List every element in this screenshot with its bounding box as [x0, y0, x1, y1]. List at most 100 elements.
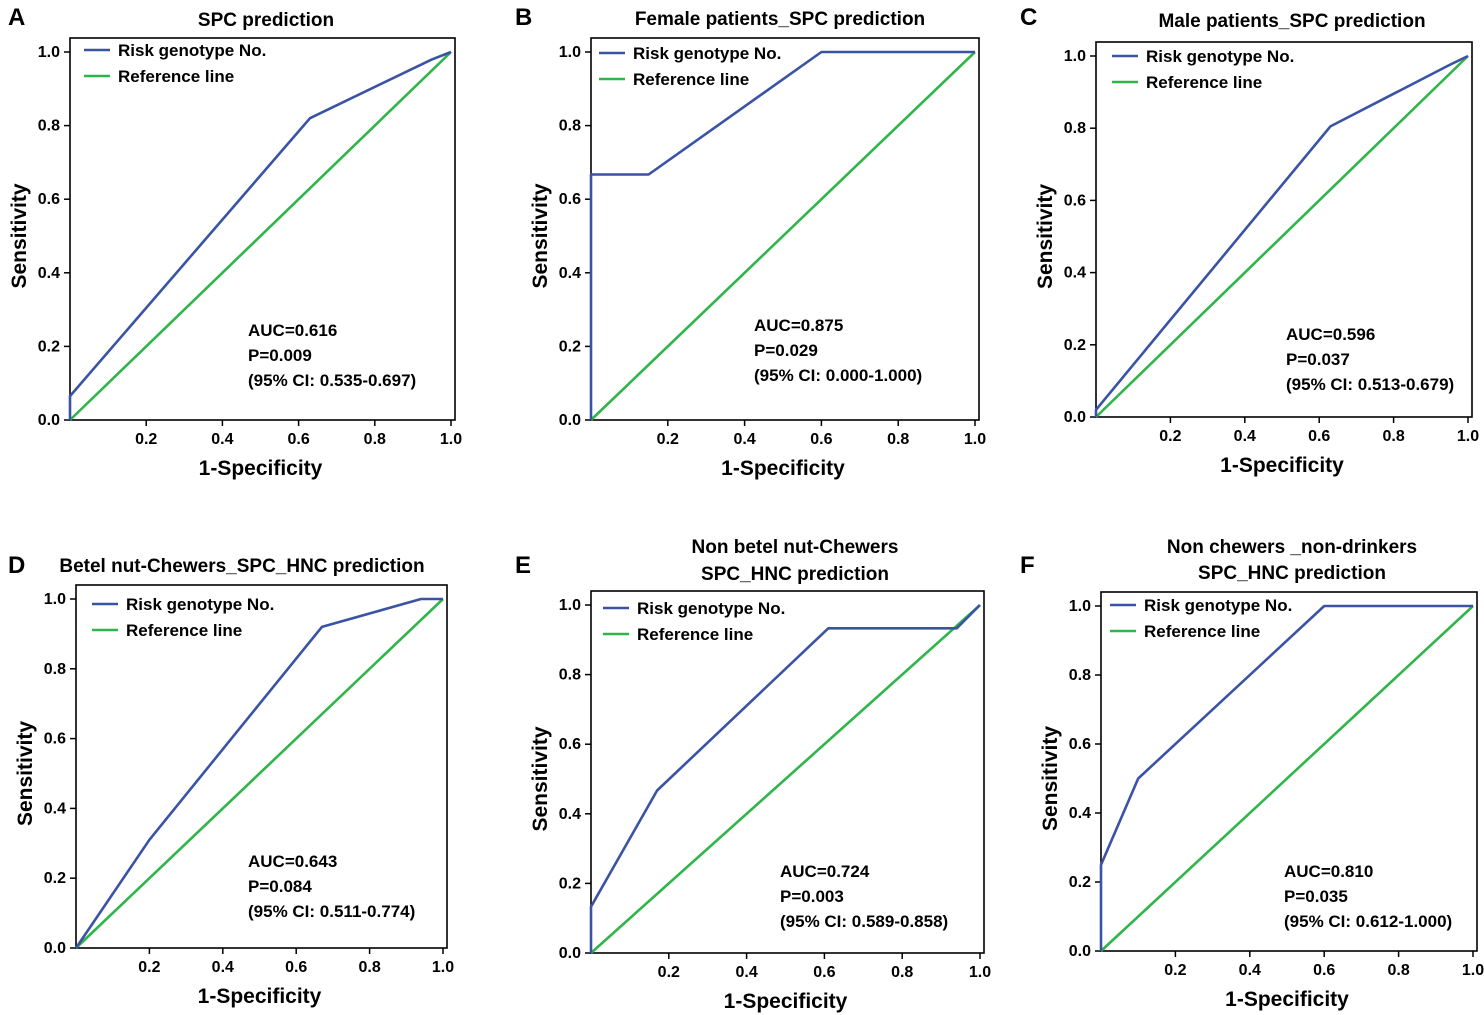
roc-panel-e: E Non betel nut-Chewers SPC_HNC prediction… [515, 537, 991, 1013]
y-axis-title: Sensitivity [8, 183, 31, 288]
x-tick-label: 0.6 [810, 431, 832, 448]
y-tick-label: 1.0 [1069, 598, 1091, 615]
x-tick-label: 1.0 [440, 431, 462, 448]
x-tick-label: 0.4 [735, 964, 757, 981]
x-tick-label: 0.4 [733, 431, 755, 448]
x-tick-label: 0.8 [358, 959, 380, 976]
y-tick-label: 0.8 [1064, 120, 1086, 137]
x-tick-label: 0.6 [1313, 962, 1335, 979]
x-axis-title: 1-Specificity [721, 457, 845, 480]
roc-curve [589, 604, 981, 953]
legend-label: Reference line [1144, 622, 1260, 641]
roc-panel-a: A SPC prediction 0.0 0.2 0.4 0.6 0.8 1.0 0.2 0.4 0… [8, 4, 462, 480]
stats-annotation: P=0.029 [754, 341, 818, 360]
y-tick-label: 0.0 [559, 412, 581, 429]
x-tick-label: 0.2 [1164, 962, 1186, 979]
reference-line [75, 598, 444, 949]
stats-annotation: (95% CI: 0.612-1.000) [1284, 912, 1452, 931]
x-tick-label: 1.0 [964, 431, 986, 448]
legend-label: Risk genotype No. [1146, 47, 1294, 66]
y-tick-label: 0.8 [1069, 667, 1091, 684]
y-axis-title: Sensitivity [1039, 726, 1062, 831]
x-tick-label: 0.4 [1239, 962, 1261, 979]
x-tick-label: 0.6 [285, 959, 307, 976]
y-axis-title: Sensitivity [14, 721, 37, 826]
reference-line [69, 51, 452, 421]
reference-line [1095, 55, 1469, 418]
roc-curve [589, 50, 975, 420]
roc-curve [74, 597, 443, 949]
legend-label: Risk genotype No. [1144, 596, 1292, 615]
roc-panel-f: F Non chewers _non-drinkers SPC_HNC predic… [1020, 537, 1484, 1011]
x-tick-label: 0.6 [287, 431, 309, 448]
legend-label: Risk genotype No. [118, 41, 266, 60]
stats-annotation: AUC=0.643 [248, 852, 337, 871]
stats-annotation: P=0.003 [780, 887, 844, 906]
plot-frame [69, 37, 456, 421]
legend-label: Reference line [1146, 73, 1262, 92]
x-tick-label: 1.0 [1457, 428, 1479, 445]
stats-annotation: (95% CI: 0.513-0.679) [1286, 375, 1454, 394]
chart-title: Non chewers _non-drinkers [1167, 537, 1417, 558]
x-tick-label: 0.2 [1159, 428, 1181, 445]
roc-panel-b: B Female patients_SPC prediction 0.0 0.2 0.4… [515, 4, 986, 480]
y-tick-label: 0.0 [38, 412, 60, 429]
y-tick-label: 0.0 [1064, 409, 1086, 426]
chart-title: Betel nut-Chewers_SPC_HNC prediction [59, 556, 424, 577]
y-tick-label: 0.8 [559, 118, 581, 135]
stats-annotation: AUC=0.616 [248, 321, 337, 340]
y-tick-label: 0.6 [38, 191, 60, 208]
y-tick-label: 0.6 [559, 191, 581, 208]
x-tick-label: 0.8 [1387, 962, 1409, 979]
panel-letter: D [8, 552, 25, 579]
x-axis-title: 1-Specificity [1220, 454, 1344, 477]
x-axis-title: 1-Specificity [199, 457, 323, 480]
y-tick-label: 0.0 [44, 940, 66, 957]
stats-annotation: AUC=0.724 [780, 862, 870, 881]
x-tick-label: 0.8 [364, 431, 386, 448]
x-tick-label: 0.2 [138, 959, 160, 976]
roc-curve [1099, 604, 1473, 951]
chart-title: Female patients_SPC prediction [635, 9, 925, 30]
x-axis-title: 1-Specificity [724, 990, 848, 1013]
legend-label: Risk genotype No. [126, 595, 274, 614]
reference-line [1100, 605, 1474, 952]
x-tick-label: 0.8 [887, 431, 909, 448]
reference-line [590, 51, 976, 421]
legend-label: Risk genotype No. [633, 44, 781, 63]
stats-annotation: (95% CI: 0.000-1.000) [754, 366, 922, 385]
x-tick-label: 0.2 [657, 431, 679, 448]
stats-annotation: P=0.037 [1286, 350, 1350, 369]
y-tick-label: 1.0 [44, 591, 66, 608]
y-tick-label: 0.4 [559, 806, 581, 823]
y-tick-label: 0.6 [1069, 736, 1091, 753]
x-tick-label: 0.6 [1308, 428, 1330, 445]
x-tick-label: 0.8 [1382, 428, 1404, 445]
x-tick-label: 1.0 [969, 964, 991, 981]
y-tick-label: 0.4 [1064, 265, 1086, 282]
y-tick-label: 0.2 [1064, 337, 1086, 354]
legend-label: Reference line [633, 70, 749, 89]
x-tick-label: 0.6 [813, 964, 835, 981]
y-tick-label: 0.2 [559, 338, 581, 355]
panel-letter: E [515, 552, 531, 579]
stats-annotation: AUC=0.875 [754, 316, 843, 335]
y-axis-title: Sensitivity [529, 726, 552, 831]
chart-title: SPC prediction [198, 10, 334, 31]
x-tick-label: 0.2 [135, 431, 157, 448]
y-tick-label: 1.0 [1064, 48, 1086, 65]
stats-annotation: AUC=0.596 [1286, 325, 1375, 344]
y-tick-label: 0.4 [38, 265, 60, 282]
panel-letter: C [1020, 4, 1037, 31]
stats-annotation: P=0.084 [248, 877, 312, 896]
y-tick-label: 1.0 [38, 44, 60, 61]
chart-title: Male patients_SPC prediction [1158, 11, 1425, 32]
roc-curve [1094, 54, 1469, 417]
y-axis-title: Sensitivity [529, 183, 552, 288]
y-tick-label: 1.0 [559, 44, 581, 61]
stats-annotation: P=0.009 [248, 346, 312, 365]
x-tick-label: 0.2 [658, 964, 680, 981]
x-tick-label: 0.8 [891, 964, 913, 981]
y-tick-label: 0.2 [559, 875, 581, 892]
